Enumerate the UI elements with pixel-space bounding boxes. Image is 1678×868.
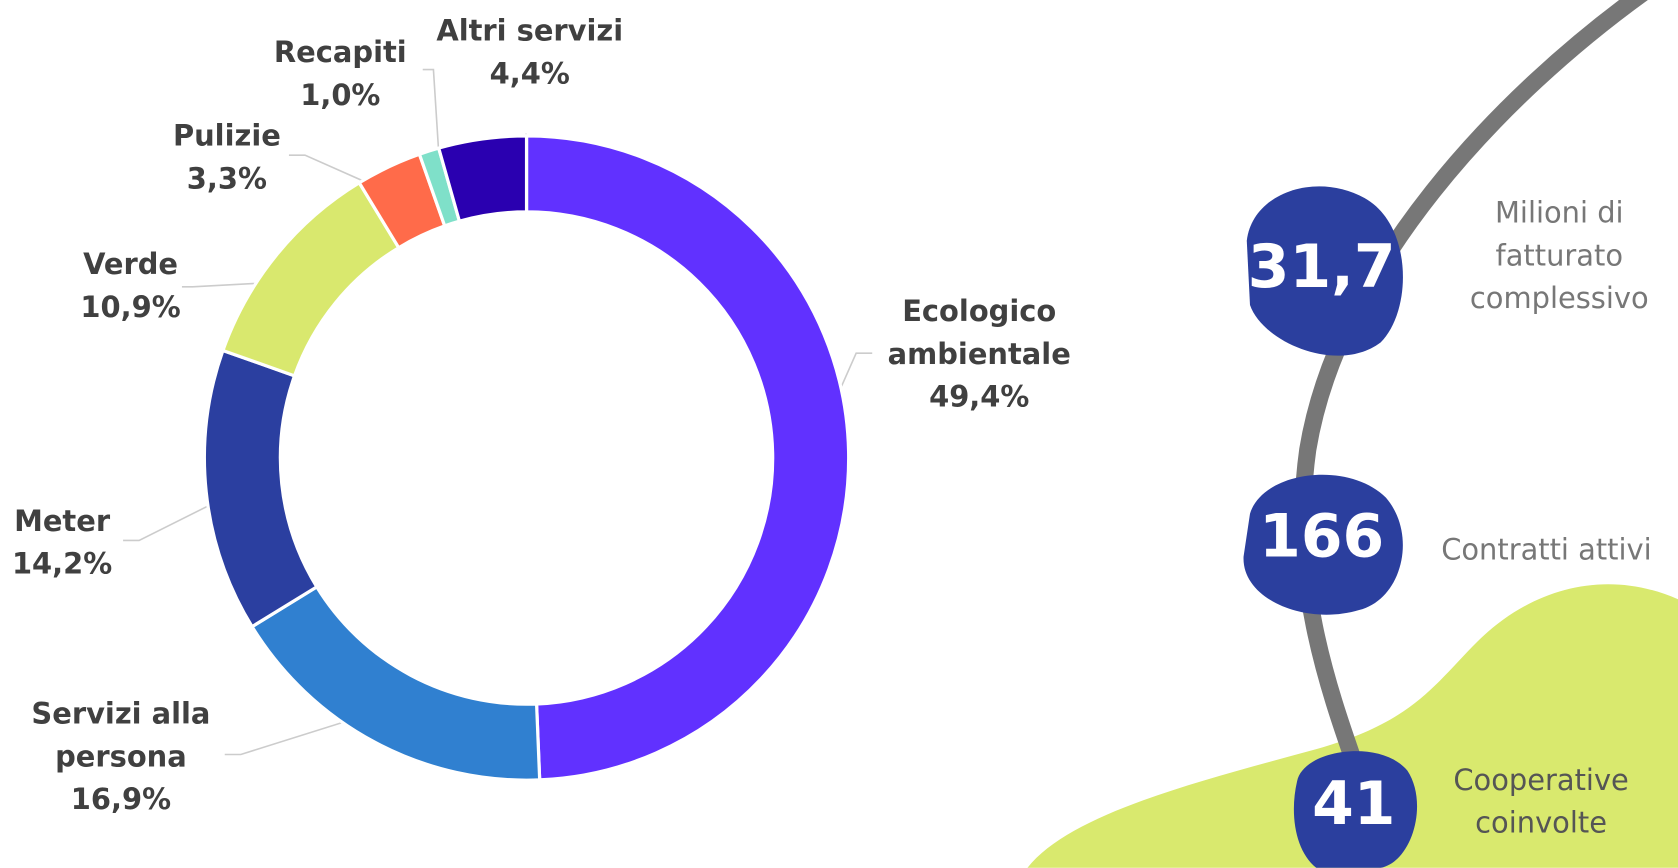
slice-value: 4,4% — [489, 57, 570, 91]
stat-label: Contratti attivi — [1441, 534, 1652, 568]
donut-slice — [249, 584, 542, 782]
stat-number: 41 — [1312, 769, 1396, 840]
slice-name: Servizi alla persona — [31, 697, 211, 774]
donut-slice — [524, 134, 851, 782]
donut-slice — [202, 348, 320, 629]
slice-name: Ecologico ambientale — [887, 295, 1071, 372]
donut-slice — [436, 134, 529, 224]
donut-slice — [220, 180, 401, 378]
green-blob — [1027, 584, 1678, 868]
stat-number: 166 — [1259, 501, 1385, 572]
stat-number: 31,7 — [1247, 232, 1396, 302]
stat-badge — [1293, 751, 1418, 868]
slice-value: 16,9% — [70, 783, 172, 817]
slice-value: 1,0% — [300, 79, 381, 113]
stat-label: Milioni di fatturato complessivo — [1469, 196, 1649, 316]
slice-value: 10,9% — [80, 291, 181, 325]
slice-name: Verde — [83, 248, 179, 282]
slice-name: Meter — [14, 505, 111, 539]
stat-label: Cooperative coinvolte — [1453, 764, 1629, 841]
timeline-arc — [1294, 0, 1648, 774]
slice-name: Altri servizi — [436, 14, 624, 49]
stat-badge — [1246, 186, 1403, 356]
slice-name: Recapiti — [273, 36, 407, 70]
slice-value: 49,4% — [929, 380, 1030, 415]
slice-value: 14,2% — [11, 547, 113, 582]
slice-value: 3,3% — [186, 162, 267, 196]
slice-name: Pulizie — [172, 119, 281, 154]
stat-badge — [1243, 474, 1403, 615]
